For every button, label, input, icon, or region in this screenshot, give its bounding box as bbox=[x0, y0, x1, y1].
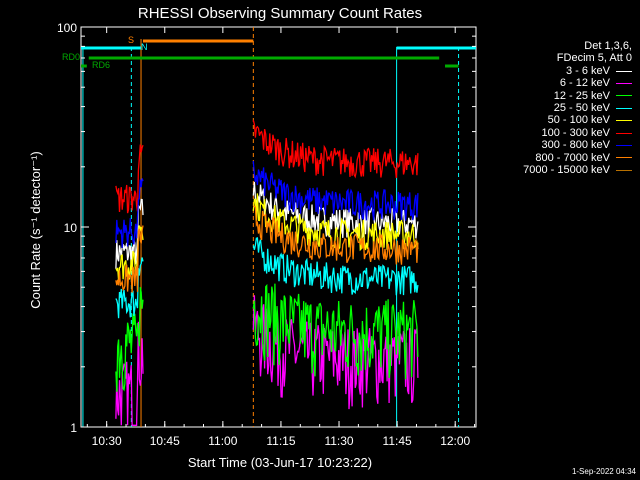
legend-swatch bbox=[616, 70, 632, 72]
legend-label: 3 - 6 keV bbox=[565, 64, 610, 77]
x-tick-label: 10:30 bbox=[92, 434, 122, 448]
legend-item: 3 - 6 keV bbox=[478, 65, 632, 77]
x-tick-label: 11:00 bbox=[208, 434, 237, 448]
legend-swatch bbox=[616, 107, 632, 109]
x-tick-label: 11:15 bbox=[266, 434, 295, 448]
x-tick-label: 10:45 bbox=[150, 434, 180, 448]
legend-item: 300 - 800 keV bbox=[478, 139, 632, 151]
series-line-7 bbox=[115, 225, 144, 293]
legend-item: 25 - 50 keV bbox=[478, 102, 632, 114]
legend-swatch bbox=[616, 82, 632, 84]
legend-swatch bbox=[616, 132, 632, 134]
legend-swatch bbox=[616, 144, 632, 146]
x-tick-label: 12:00 bbox=[440, 434, 470, 448]
series-line-5 bbox=[115, 144, 144, 214]
flag-label-rd0: RD0 bbox=[62, 52, 80, 62]
y-tick-label: 10 bbox=[64, 221, 78, 235]
legend-swatch bbox=[616, 95, 632, 97]
legend-item: 800 - 7000 keV bbox=[478, 152, 632, 164]
legend-swatch bbox=[616, 157, 632, 159]
legend-swatch bbox=[616, 120, 632, 122]
series-layer bbox=[115, 119, 419, 426]
legend-header-2: FDecim 5, Att 0 bbox=[556, 52, 632, 65]
flag-layer: RD0 RD6 SN bbox=[62, 35, 476, 70]
flag-label-n: N bbox=[141, 42, 148, 52]
x-tick-label: 11:30 bbox=[324, 434, 353, 448]
series-line-7 bbox=[253, 205, 419, 265]
x-axis-label: Start Time (03-Jun-17 10:23:22) bbox=[188, 455, 372, 470]
legend-item: 6 - 12 keV bbox=[478, 77, 632, 89]
series-line-6 bbox=[115, 178, 144, 249]
series-line-3 bbox=[252, 237, 419, 296]
legend-label: 12 - 25 keV bbox=[553, 89, 610, 102]
legend-item: 100 - 300 keV bbox=[478, 127, 632, 139]
y-axis-label: Count Rate (s⁻¹ detector⁻¹) bbox=[28, 151, 43, 309]
legend-label: 100 - 300 keV bbox=[541, 126, 611, 139]
series-line-2 bbox=[115, 286, 144, 392]
x-tick-label: 11:45 bbox=[383, 434, 412, 448]
legend-swatch bbox=[616, 169, 632, 171]
series-line-6 bbox=[252, 160, 419, 221]
legend-label: 7000 - 15000 keV bbox=[523, 164, 610, 177]
legend-item: 7000 - 15000 keV bbox=[478, 164, 632, 176]
chart-title: RHESSI Observing Summary Count Rates bbox=[138, 5, 422, 22]
legend-label: 50 - 100 keV bbox=[547, 114, 610, 127]
legend-header-1: Det 1,3,6, bbox=[584, 40, 632, 52]
legend-item: 50 - 100 keV bbox=[478, 114, 632, 126]
legend-label: 25 - 50 keV bbox=[553, 102, 610, 115]
timestamp: 1-Sep-2022 04:34 bbox=[571, 467, 636, 476]
guide-lines bbox=[82, 27, 460, 427]
series-line-4 bbox=[252, 193, 419, 252]
series-line-2 bbox=[252, 283, 419, 380]
flag-label-rd6: RD6 bbox=[92, 60, 110, 70]
legend-item: 12 - 25 keV bbox=[478, 90, 632, 102]
legend-label: 800 - 7000 keV bbox=[535, 151, 610, 164]
legend-label: 300 - 800 keV bbox=[541, 139, 611, 152]
y-tick-label: 100 bbox=[57, 21, 77, 35]
legend-label: 6 - 12 keV bbox=[559, 77, 610, 90]
legend: Det 1,3,6, FDecim 5, Att 0 3 - 6 keV 6 - … bbox=[478, 40, 632, 176]
series-line-5 bbox=[252, 119, 419, 179]
axis-layer: 10:30 10:45 11:00 11:15 11:30 11:45 12:00 1 10 10… bbox=[57, 21, 476, 448]
series-line-1 bbox=[115, 321, 144, 426]
flag-label-s: S bbox=[128, 35, 134, 45]
y-tick-label: 1 bbox=[70, 421, 77, 435]
